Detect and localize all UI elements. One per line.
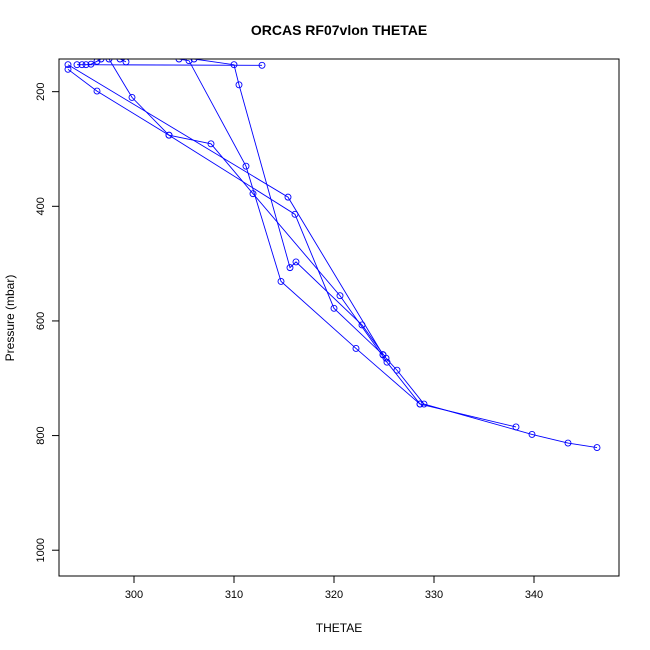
series-line [193, 59, 598, 449]
x-tick-label: 300 [125, 589, 143, 601]
plot-area [64, 59, 601, 452]
x-tick-label: 320 [325, 589, 343, 601]
data-point [93, 59, 101, 65]
data-point [258, 61, 266, 69]
data-point [284, 193, 292, 201]
data-point [165, 131, 173, 139]
data-point [97, 59, 105, 63]
data-point [64, 65, 72, 73]
x-tick-label: 340 [525, 589, 543, 601]
data-point [82, 61, 90, 69]
data-point [416, 400, 424, 408]
data-point [383, 358, 391, 366]
y-tick-label: 400 [35, 197, 47, 215]
series-line [67, 64, 384, 355]
data-point [93, 87, 101, 95]
data-point [528, 430, 536, 438]
data-point [87, 60, 95, 68]
data-point [73, 61, 81, 69]
x-tick-label: 310 [225, 589, 243, 601]
series-line [67, 68, 517, 428]
data-point [207, 140, 215, 148]
data-point [230, 61, 238, 69]
data-point [593, 444, 601, 452]
y-axis: 200 400 600 800 1000 [35, 82, 59, 562]
data-point [352, 345, 360, 352]
data-point [64, 61, 72, 69]
x-axis-label: THETAE [316, 621, 362, 635]
data-point [242, 162, 250, 170]
y-tick-label: 800 [35, 426, 47, 444]
y-tick-label: 1000 [35, 538, 47, 562]
data-point [128, 93, 136, 101]
data-point [393, 366, 401, 374]
series-line [108, 59, 384, 356]
data-point [292, 258, 300, 266]
data-point [78, 61, 86, 69]
data-point [190, 59, 198, 63]
plot-frame [58, 58, 620, 577]
chart-title: ORCAS RF07vlon THETAE [251, 22, 427, 38]
series-line [178, 59, 421, 405]
data-point [122, 59, 130, 66]
y-tick-label: 600 [35, 312, 47, 330]
series-line [76, 59, 263, 66]
data-point [175, 59, 183, 63]
data-point [286, 264, 294, 272]
y-axis-label: Pressure (mbar) [3, 275, 17, 362]
y-tick-label: 200 [35, 82, 47, 100]
data-point [185, 59, 193, 65]
data-point [116, 59, 124, 63]
data-point [235, 81, 243, 89]
data-point [277, 277, 285, 285]
x-axis: 300 310 320 330 340 [125, 576, 543, 601]
data-point [512, 423, 520, 431]
x-tick-label: 330 [425, 589, 443, 601]
data-point [564, 439, 572, 447]
data-point [330, 304, 338, 312]
data-point [105, 59, 113, 63]
data-point [336, 292, 344, 300]
data-point [379, 351, 387, 359]
